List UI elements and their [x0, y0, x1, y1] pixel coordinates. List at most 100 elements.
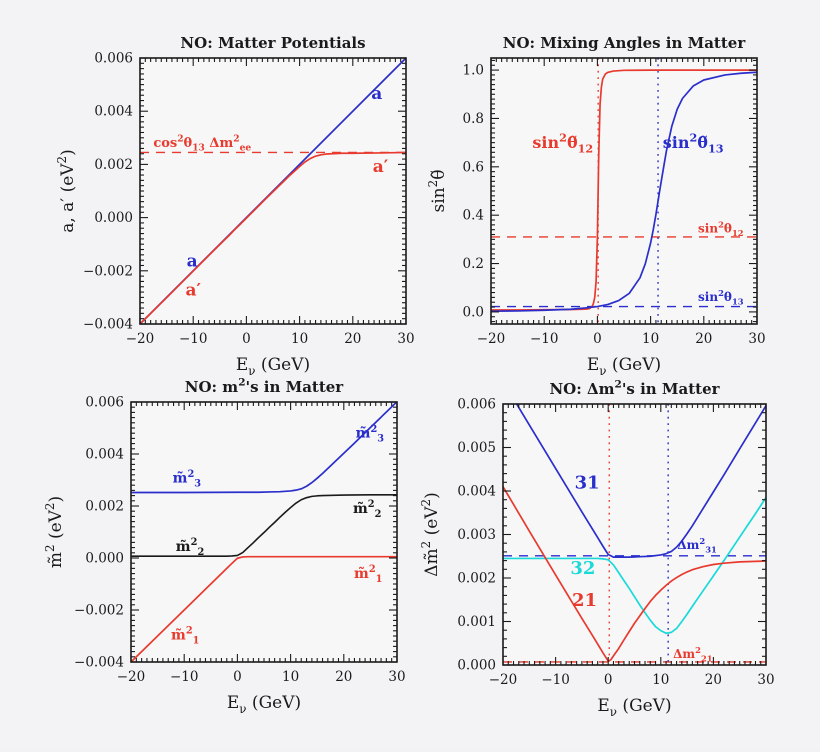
plot-title: NO: Δm2's in Matter: [549, 379, 720, 398]
curve-dm2-32: [503, 496, 766, 635]
x-tick-label: 10: [282, 669, 299, 685]
y-tick-label: 0.005: [457, 440, 496, 456]
x-tick-label: −20: [117, 669, 146, 685]
x-tick-label: 20: [344, 331, 361, 347]
ticks: [139, 57, 407, 325]
y-tick-label: 0.6: [463, 159, 484, 175]
y-axis-label: a, a′ (eV2): [55, 149, 78, 233]
y-tick-label: 0.006: [94, 51, 133, 67]
x-tick-label: 20: [695, 331, 712, 347]
y-axis-label: Δm̃2 (eV2): [419, 492, 442, 577]
curves: [131, 402, 397, 662]
panel-mixing-angles: −20 −10 0 10 20 30 0.0 0.2 0.4 0.6 0.8 1.0 sin2θ̃12 s…: [426, 34, 766, 378]
annotation: Δm221: [673, 645, 713, 663]
y-tick-label: 0.004: [457, 484, 496, 500]
annotation: sin2θ̃13: [663, 130, 724, 155]
y-tick-label: 0.2: [463, 256, 484, 272]
y-tick-label: 0.006: [85, 395, 124, 411]
annotation: 31: [575, 472, 600, 493]
annotation: 21: [572, 590, 597, 611]
x-tick-label: 20: [705, 672, 722, 688]
y-tick-label: −0.002: [74, 603, 124, 619]
curve-m3-tilde: [131, 402, 397, 494]
x-tick-label: −20: [477, 331, 506, 347]
y-tick-label: 0.004: [85, 447, 124, 463]
ticks: [502, 403, 767, 666]
annotation: m̃21: [354, 564, 382, 585]
y-tick-label: 0.001: [457, 614, 496, 630]
curve-a-prime: [140, 151, 406, 324]
y-axis-label: sin2θ̃: [426, 170, 449, 213]
ticks: [490, 58, 758, 324]
x-tick-label: 0: [593, 331, 602, 347]
annotation: a′: [185, 281, 201, 301]
x-tick-label: 10: [642, 331, 659, 347]
x-tick-label: 30: [388, 669, 405, 685]
y-tick-label: 0.002: [85, 499, 124, 515]
y-tick-label: 0.0: [463, 304, 484, 320]
x-axis-label: Eν (GeV): [227, 693, 301, 716]
x-axis-label: Eν (GeV): [236, 355, 310, 378]
y-tick-label: 0.4: [463, 208, 484, 224]
curve-sin2-theta13-matter: [491, 71, 757, 313]
y-tick-label: 0.002: [457, 571, 496, 587]
y-tick-label: 0.000: [457, 658, 496, 674]
y-tick-label: 0.004: [94, 104, 133, 120]
curve-m1-tilde: [131, 555, 397, 662]
annotation: sin2θ12: [698, 220, 744, 238]
annotation: sin2θ13: [698, 288, 744, 306]
annotation: a: [187, 252, 198, 272]
x-tick-label: −10: [179, 331, 208, 347]
x-tick-label: 30: [748, 331, 765, 347]
y-tick-label: 0.8: [463, 111, 484, 127]
annotation: m̃23: [173, 469, 202, 490]
curve-dm2-21: [503, 485, 766, 662]
y-tick-label: 0.006: [457, 397, 496, 413]
x-tick-label: 20: [335, 669, 352, 685]
plot-area: [503, 404, 766, 665]
plot-title: NO: Mixing Angles in Matter: [503, 34, 747, 52]
x-axis-label: Eν (GeV): [597, 696, 671, 719]
annotation: m̃22: [353, 499, 381, 520]
annotation: Δm231: [677, 536, 717, 554]
y-tick-label: −0.002: [83, 263, 133, 279]
x-tick-label: 10: [291, 331, 308, 347]
ticks: [130, 401, 398, 663]
y-tick-label: 0.003: [457, 527, 496, 543]
x-tick-label: 0: [604, 672, 613, 688]
x-tick-label: 30: [397, 331, 414, 347]
x-tick-label: 0: [233, 669, 242, 685]
annotation: m̃23: [356, 424, 385, 445]
x-tick-label: −10: [530, 331, 559, 347]
x-tick-label: 0: [242, 331, 251, 347]
annotation: a: [371, 84, 382, 104]
curves: [503, 404, 766, 662]
y-tick-label: −0.004: [83, 317, 133, 333]
y-tick-label: 0.000: [94, 210, 133, 226]
plot-title: NO: Matter Potentials: [180, 34, 365, 52]
panel-dm2s-in-matter: −20 −10 0 10 20 30 0.000 0.001 0.002 0.003 0.004 0.…: [419, 379, 775, 719]
y-axis-label: m̃2 (eV2): [43, 496, 66, 568]
panel-matter-potentials: −20 −10 0 10 20 30 −0.004 −0.002 0.000 0.002 0.004…: [55, 34, 415, 378]
curves: [140, 58, 406, 324]
plot-title: NO: m2's in Matter: [185, 377, 345, 396]
annotation: a′: [373, 157, 389, 177]
panel-m2s-in-matter: −20 −10 0 10 20 30 −0.004 −0.002 0.000 0.002 0.004…: [43, 377, 406, 716]
y-tick-label: 0.002: [94, 157, 133, 173]
y-tick-label: −0.004: [74, 655, 124, 671]
x-tick-label: −20: [489, 672, 518, 688]
annotation: cos2θ13 Δm2ee: [153, 134, 251, 154]
x-tick-label: 10: [652, 672, 669, 688]
x-tick-label: −20: [126, 331, 155, 347]
annotation: m̃22: [176, 537, 204, 558]
x-tick-label: −10: [541, 672, 570, 688]
annotation: sin2θ̃12: [532, 130, 593, 155]
x-axis-label: Eν (GeV): [587, 355, 661, 378]
y-tick-label: 0.000: [85, 551, 124, 567]
annotation: 32: [570, 558, 595, 579]
x-tick-label: −10: [170, 669, 199, 685]
curve-dm2-31: [515, 404, 766, 558]
curves: [491, 69, 757, 313]
